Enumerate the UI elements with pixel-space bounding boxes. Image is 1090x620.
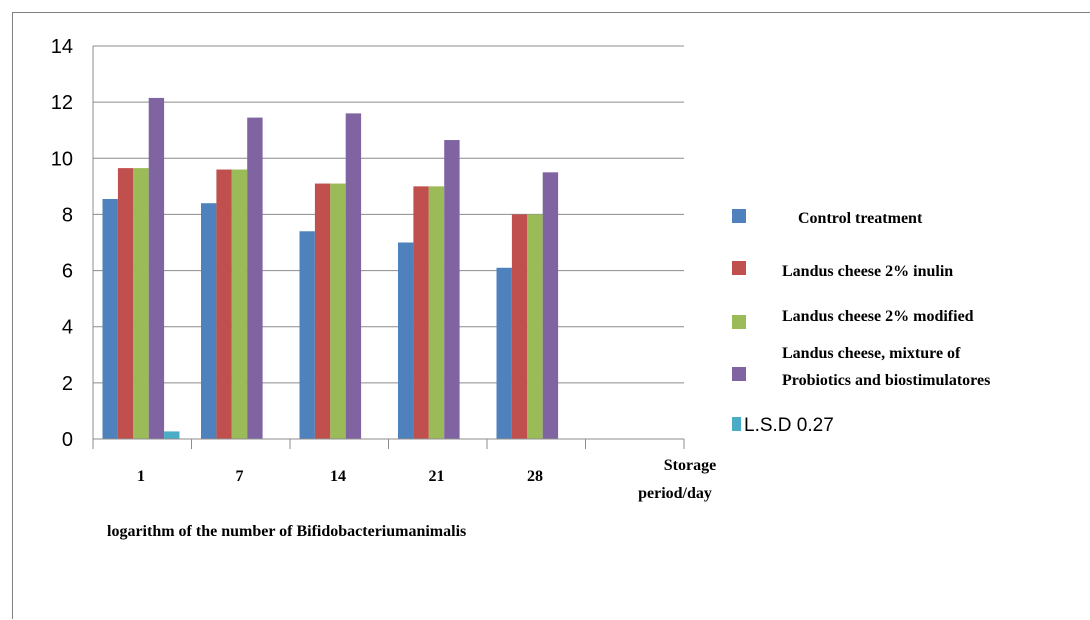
bar-landus-cheese-2-inulin-day-1 xyxy=(117,168,134,439)
bars xyxy=(102,97,559,440)
legend-swatch-landus-cheese-mixture-of-probiotics-and-biostimulatores xyxy=(732,367,746,381)
x-axis-label-line2: period/day xyxy=(638,485,712,502)
y-tick-label: 8 xyxy=(62,204,73,226)
bar-landus-cheese-2-modified-day-21 xyxy=(428,186,445,439)
y-axis-ticks: 0 2 4 6 8 10 12 14 xyxy=(51,36,73,451)
gridlines xyxy=(93,45,684,384)
bar-landus-cheese-2-inulin-day-28 xyxy=(511,214,528,439)
bar-landus-cheese-mixture-of-probiotics-and-biostimulatores-day-1 xyxy=(148,97,165,440)
bar-landus-cheese-mixture-of-probiotics-and-biostimulatores-day-28 xyxy=(542,172,559,440)
legend-swatch-l-s-d-0-27 xyxy=(732,417,741,431)
x-tick-label: 1 xyxy=(137,468,145,485)
bar-landus-cheese-2-modified-day-28 xyxy=(527,214,543,439)
bar-control-treatment-day-28 xyxy=(496,267,512,439)
bar-landus-cheese-mixture-of-probiotics-and-biostimulatores-day-21 xyxy=(444,140,460,439)
bar-control-treatment-day-21 xyxy=(398,242,414,439)
legend: Control treatment Landus cheese 2% inulin… xyxy=(732,209,990,436)
bar-landus-cheese-2-modified-day-1 xyxy=(133,168,149,439)
legend-label-l-s-d-0-27: L.S.D 0.27 xyxy=(744,415,834,436)
legend-label-landus-cheese-mixture-of-probiotics-and-biostimulatores-line1: Landus cheese, mixture of xyxy=(782,345,961,362)
x-tick-label: 14 xyxy=(330,468,346,485)
x-tick-label: 28 xyxy=(527,468,543,485)
y-tick-label: 6 xyxy=(62,261,73,283)
y-tick-label: 12 xyxy=(51,92,73,114)
bar-landus-cheese-2-inulin-day-14 xyxy=(314,183,331,439)
bar-control-treatment-day-1 xyxy=(102,198,118,439)
x-tick-label: 7 xyxy=(236,468,244,485)
bar-control-treatment-day-7 xyxy=(201,203,217,439)
bar-l-s-d-0-27-day-1 xyxy=(164,431,180,439)
bar-control-treatment-day-14 xyxy=(299,231,315,439)
chart-frame: 0 2 4 6 8 10 12 14 1 7 14 21 28 Storage period/day … xyxy=(12,12,1090,619)
legend-swatch-landus-cheese-2-modified xyxy=(732,315,746,329)
y-tick-label: 14 xyxy=(51,36,73,58)
bar-landus-cheese-2-modified-day-14 xyxy=(330,183,346,439)
bar-landus-cheese-mixture-of-probiotics-and-biostimulatores-day-7 xyxy=(247,117,263,439)
x-axis-ticks: 1 7 14 21 28 xyxy=(137,468,543,485)
bar-landus-cheese-2-modified-day-7 xyxy=(231,169,248,439)
x-tick-label: 21 xyxy=(429,468,445,485)
x-axis-label-line1: Storage xyxy=(664,457,716,474)
bar-landus-cheese-2-inulin-day-7 xyxy=(216,169,232,439)
legend-swatch-landus-cheese-2-inulin xyxy=(732,261,746,275)
legend-label-landus-cheese-mixture-of-probiotics-and-biostimulatores-line2: Probiotics and biostimulatores xyxy=(782,372,990,389)
legend-label-landus-cheese-2-inulin: Landus cheese 2% inulin xyxy=(782,263,953,280)
legend-label-landus-cheese-2-modified: Landus cheese 2% modified xyxy=(782,308,974,325)
bar-landus-cheese-mixture-of-probiotics-and-biostimulatores-day-14 xyxy=(345,113,362,439)
y-tick-label: 10 xyxy=(51,148,73,170)
y-tick-label: 4 xyxy=(62,317,73,339)
y-tick-label: 2 xyxy=(62,373,73,395)
legend-swatch-control-treatment xyxy=(732,209,746,223)
axes xyxy=(92,46,685,449)
bar-landus-cheese-2-inulin-day-21 xyxy=(413,186,429,439)
y-tick-label: 0 xyxy=(62,429,73,451)
chart-caption: logarithm of the number of Bifidobacteri… xyxy=(107,523,466,540)
legend-label-control-treatment: Control treatment xyxy=(798,210,923,227)
